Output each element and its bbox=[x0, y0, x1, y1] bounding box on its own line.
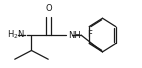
Text: NH: NH bbox=[68, 31, 80, 40]
Text: O: O bbox=[46, 4, 52, 13]
Text: F: F bbox=[87, 30, 92, 39]
Text: H$_2$N: H$_2$N bbox=[7, 29, 25, 41]
